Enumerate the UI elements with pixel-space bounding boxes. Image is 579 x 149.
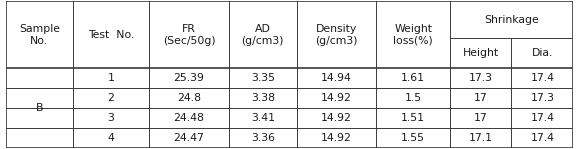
Text: 14.92: 14.92 <box>321 133 352 143</box>
Text: 24.48: 24.48 <box>174 113 204 123</box>
Text: 1: 1 <box>108 73 115 83</box>
Text: Height: Height <box>463 48 499 58</box>
Text: 17.3: 17.3 <box>530 93 554 103</box>
Text: 24.47: 24.47 <box>174 133 204 143</box>
Text: 3.38: 3.38 <box>251 93 275 103</box>
Text: 24.8: 24.8 <box>177 93 201 103</box>
Text: 2: 2 <box>108 93 115 103</box>
Text: Density
(g/cm3): Density (g/cm3) <box>316 24 358 46</box>
Text: 17.4: 17.4 <box>530 73 554 83</box>
Text: 17: 17 <box>474 93 488 103</box>
Text: 4: 4 <box>108 133 115 143</box>
Text: 14.92: 14.92 <box>321 93 352 103</box>
Text: 14.94: 14.94 <box>321 73 352 83</box>
Text: Weight
loss(%): Weight loss(%) <box>393 24 433 46</box>
Text: Dia.: Dia. <box>532 48 553 58</box>
Text: 1.5: 1.5 <box>405 93 422 103</box>
Text: Test  No.: Test No. <box>88 30 134 40</box>
Text: 3.36: 3.36 <box>251 133 275 143</box>
Text: AD
(g/cm3): AD (g/cm3) <box>241 24 284 46</box>
Text: 3.41: 3.41 <box>251 113 275 123</box>
Text: 3: 3 <box>108 113 115 123</box>
Text: 1.51: 1.51 <box>401 113 425 123</box>
Text: 25.39: 25.39 <box>174 73 204 83</box>
Text: 17.1: 17.1 <box>469 133 493 143</box>
Text: Shrinkage: Shrinkage <box>484 15 539 25</box>
Text: 17.3: 17.3 <box>469 73 493 83</box>
Text: FR
(Sec/50g): FR (Sec/50g) <box>163 24 215 46</box>
Text: B: B <box>35 103 43 113</box>
Text: 3.35: 3.35 <box>251 73 275 83</box>
Text: 1.61: 1.61 <box>401 73 425 83</box>
Text: 14.92: 14.92 <box>321 113 352 123</box>
Text: 1.55: 1.55 <box>401 133 425 143</box>
Text: 17.4: 17.4 <box>530 133 554 143</box>
Text: Sample
No.: Sample No. <box>19 24 60 46</box>
Text: 17.4: 17.4 <box>530 113 554 123</box>
Text: 17: 17 <box>474 113 488 123</box>
